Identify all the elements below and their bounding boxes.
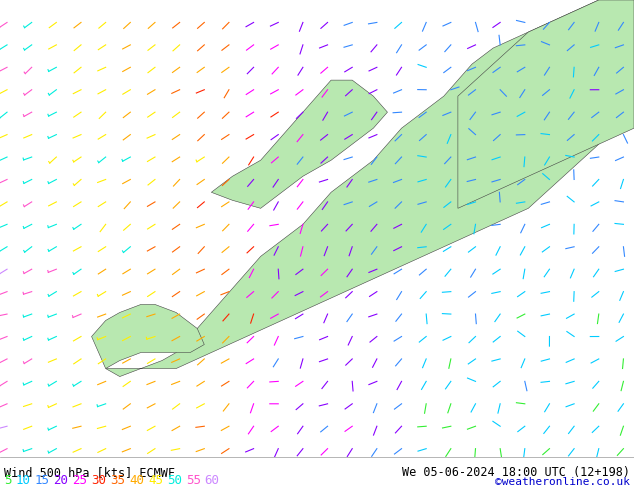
Text: 60: 60 bbox=[205, 474, 220, 488]
Text: 45: 45 bbox=[148, 474, 163, 488]
Polygon shape bbox=[106, 0, 634, 376]
Text: 10: 10 bbox=[16, 474, 30, 488]
Text: 15: 15 bbox=[35, 474, 49, 488]
Polygon shape bbox=[211, 80, 387, 208]
Text: ©weatheronline.co.uk: ©weatheronline.co.uk bbox=[495, 477, 630, 488]
Text: 20: 20 bbox=[53, 474, 68, 488]
Text: 50: 50 bbox=[167, 474, 182, 488]
Text: We 05-06-2024 18:00 UTC (12+198): We 05-06-2024 18:00 UTC (12+198) bbox=[402, 466, 630, 479]
Polygon shape bbox=[458, 0, 634, 208]
Text: 55: 55 bbox=[186, 474, 201, 488]
Polygon shape bbox=[91, 304, 204, 368]
Text: 35: 35 bbox=[110, 474, 125, 488]
Text: Wind 500 hPa [kts] ECMWF: Wind 500 hPa [kts] ECMWF bbox=[4, 466, 175, 479]
Text: 30: 30 bbox=[91, 474, 107, 488]
Text: 5: 5 bbox=[4, 474, 11, 488]
Text: 25: 25 bbox=[72, 474, 87, 488]
Text: 40: 40 bbox=[129, 474, 144, 488]
